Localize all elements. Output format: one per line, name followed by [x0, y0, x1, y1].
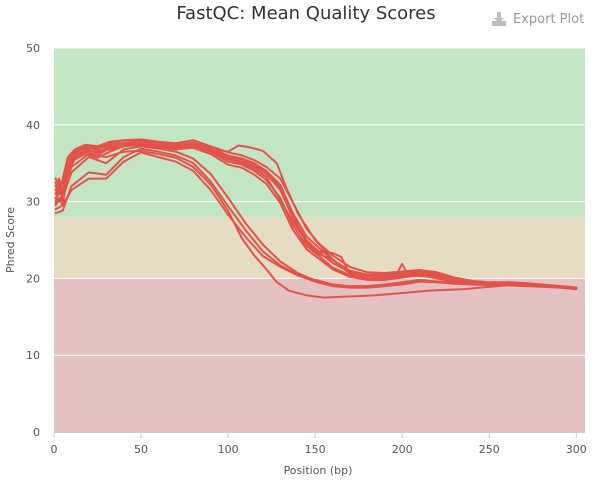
- x-tick-label: 150: [305, 443, 326, 456]
- quality-bands: [54, 48, 585, 432]
- y-tick-label: 40: [26, 119, 40, 132]
- x-tick-label: 0: [51, 443, 58, 456]
- x-tick-label: 200: [392, 443, 413, 456]
- series-lines: [54, 138, 578, 299]
- tick-labels: 0 10 20 30 40 50 0 50 100 150 200 250 300: [26, 42, 587, 456]
- y-tick-label: 20: [26, 272, 40, 285]
- chart-title: FastQC: Mean Quality Scores: [176, 3, 436, 24]
- quality-band-0: [54, 48, 585, 217]
- series-line-11[interactable]: [54, 145, 578, 290]
- y-tick-label: 0: [33, 426, 40, 439]
- x-tick-label: 100: [218, 443, 239, 456]
- y-tick-label: 10: [26, 349, 40, 362]
- export-plot-label: Export Plot: [513, 11, 585, 27]
- y-axis-label: Phred Score: [4, 207, 17, 273]
- grid-lines: [54, 47, 585, 356]
- series-line-5[interactable]: [54, 138, 578, 289]
- axes: [53, 432, 585, 438]
- x-tick-label: 300: [566, 443, 587, 456]
- export-plot-button[interactable]: Export Plot: [490, 10, 584, 28]
- x-tick-label: 250: [479, 443, 500, 456]
- y-tick-label: 50: [26, 42, 40, 55]
- download-icon: [492, 12, 506, 26]
- x-tick-label: 50: [134, 443, 148, 456]
- series-line-8[interactable]: [54, 143, 578, 290]
- x-axis-label: Position (bp): [284, 464, 353, 477]
- y-tick-label: 30: [26, 196, 40, 209]
- series-line-12[interactable]: [54, 149, 578, 299]
